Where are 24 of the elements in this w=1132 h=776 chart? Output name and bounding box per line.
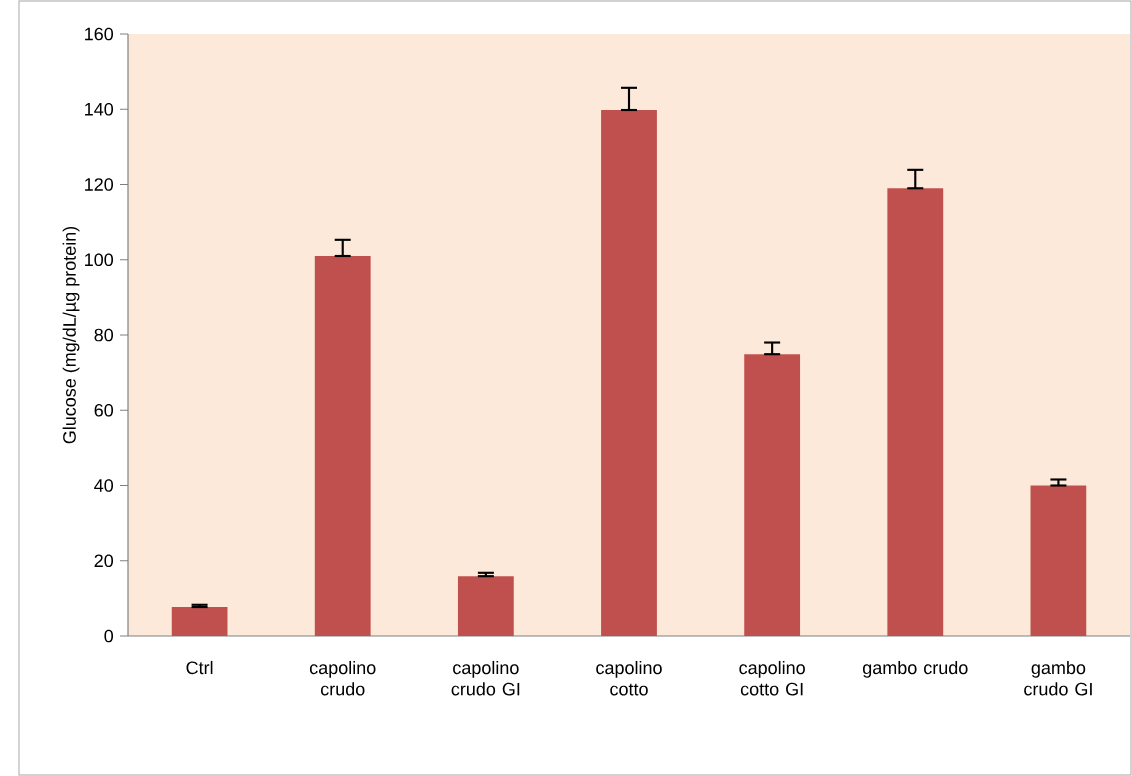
x-tick-label: Ctrl <box>186 660 213 675</box>
x-tick-label: gambo crudo GI <box>1024 660 1092 696</box>
y-tick-label: 100 <box>85 253 114 267</box>
bar <box>457 576 514 637</box>
y-tick-label: 0 <box>104 629 114 643</box>
x-tick-label: capolino cotto <box>596 660 662 696</box>
bar <box>744 354 801 637</box>
x-tick-label: gambo crudo <box>863 660 968 678</box>
bar <box>171 607 228 637</box>
y-tick-label: 20 <box>94 554 114 568</box>
bar <box>887 188 944 637</box>
y-tick-label: 120 <box>85 178 114 191</box>
bar <box>314 256 371 637</box>
bar <box>601 110 657 637</box>
x-tick-label: capolino crudo <box>309 660 376 696</box>
y-tick-label: 40 <box>94 479 114 492</box>
bar <box>1030 485 1087 637</box>
y-tick-label: 60 <box>94 403 114 417</box>
y-tick-label: 160 <box>85 27 114 41</box>
x-tick-label: capolino cotto GI <box>739 660 805 696</box>
y-tick-label: 140 <box>85 102 114 116</box>
x-tick-label: capolino crudo GI <box>451 660 520 696</box>
y-axis-title: Glucose (mg/dL/µg protein) <box>62 226 80 444</box>
y-tick-label: 80 <box>94 328 114 342</box>
